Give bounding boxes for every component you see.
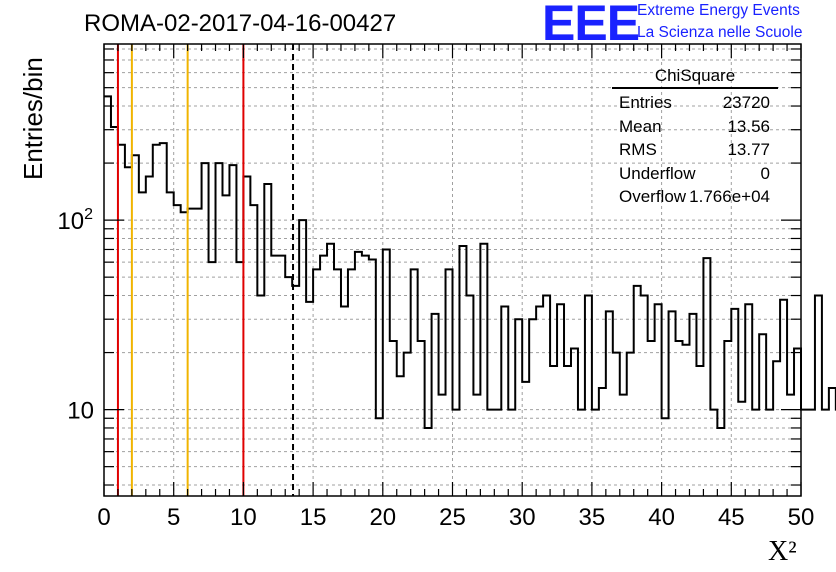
x-tick-label: 10 [230,504,257,531]
eee-logo-mark: EEE [542,0,640,51]
stats-box: ChiSquare Entries 23720 Mean 13.56 RMS 13.7… [612,66,778,209]
stats-value: 13.77 [727,140,770,159]
stats-row: RMS 13.77 [612,138,778,162]
x-tick-label: 50 [788,504,815,531]
stats-label: Entries [619,93,672,112]
x-tick-label: 35 [579,504,606,531]
y-tick-label: 102 [57,206,93,235]
y-axis-label: Entries/bin [18,57,48,180]
stats-title: ChiSquare [612,66,778,89]
histogram [104,95,836,429]
y-tick-label: 10 [67,398,94,425]
stats-label: Overflow [619,187,687,206]
stats-label: RMS [619,140,657,159]
marker-lines [116,44,295,496]
stats-row: Entries 23720 [612,91,778,115]
logo-line-2: La Scienza nelle Scuole [637,24,803,41]
stats-row: Overflow 1.766e+04 [612,185,778,209]
stats-row: Mean 13.56 [612,115,778,139]
stats-value: 23720 [722,93,770,112]
stats-label: Underflow [619,163,696,183]
stats-label: Mean [619,116,662,136]
x-tick-label: 0 [97,504,110,531]
x-tick-label: 15 [300,504,327,531]
axes: 0 5 10 15 20 25 30 35 40 45 50 10 102 [57,43,815,531]
x-tick-label: 45 [718,504,745,531]
histogram-outline [104,95,836,429]
stats-value: 0 [760,163,770,183]
x-tick-label: 25 [439,504,466,531]
x-axis-label: X² [768,536,797,567]
chart-title: ROMA-02-2017-04-16-00427 [84,10,397,37]
logo-line-1: Extreme Energy Events [637,2,800,19]
stats-row: Underflow 0 [612,162,778,186]
x-tick-label: 20 [369,504,396,531]
x-tick-label: 30 [509,504,536,531]
x-tick-label: 5 [167,504,180,531]
x-tick-label: 40 [648,504,675,531]
stats-value: 1.766e+04 [689,187,770,206]
stats-value: 13.56 [727,116,770,136]
